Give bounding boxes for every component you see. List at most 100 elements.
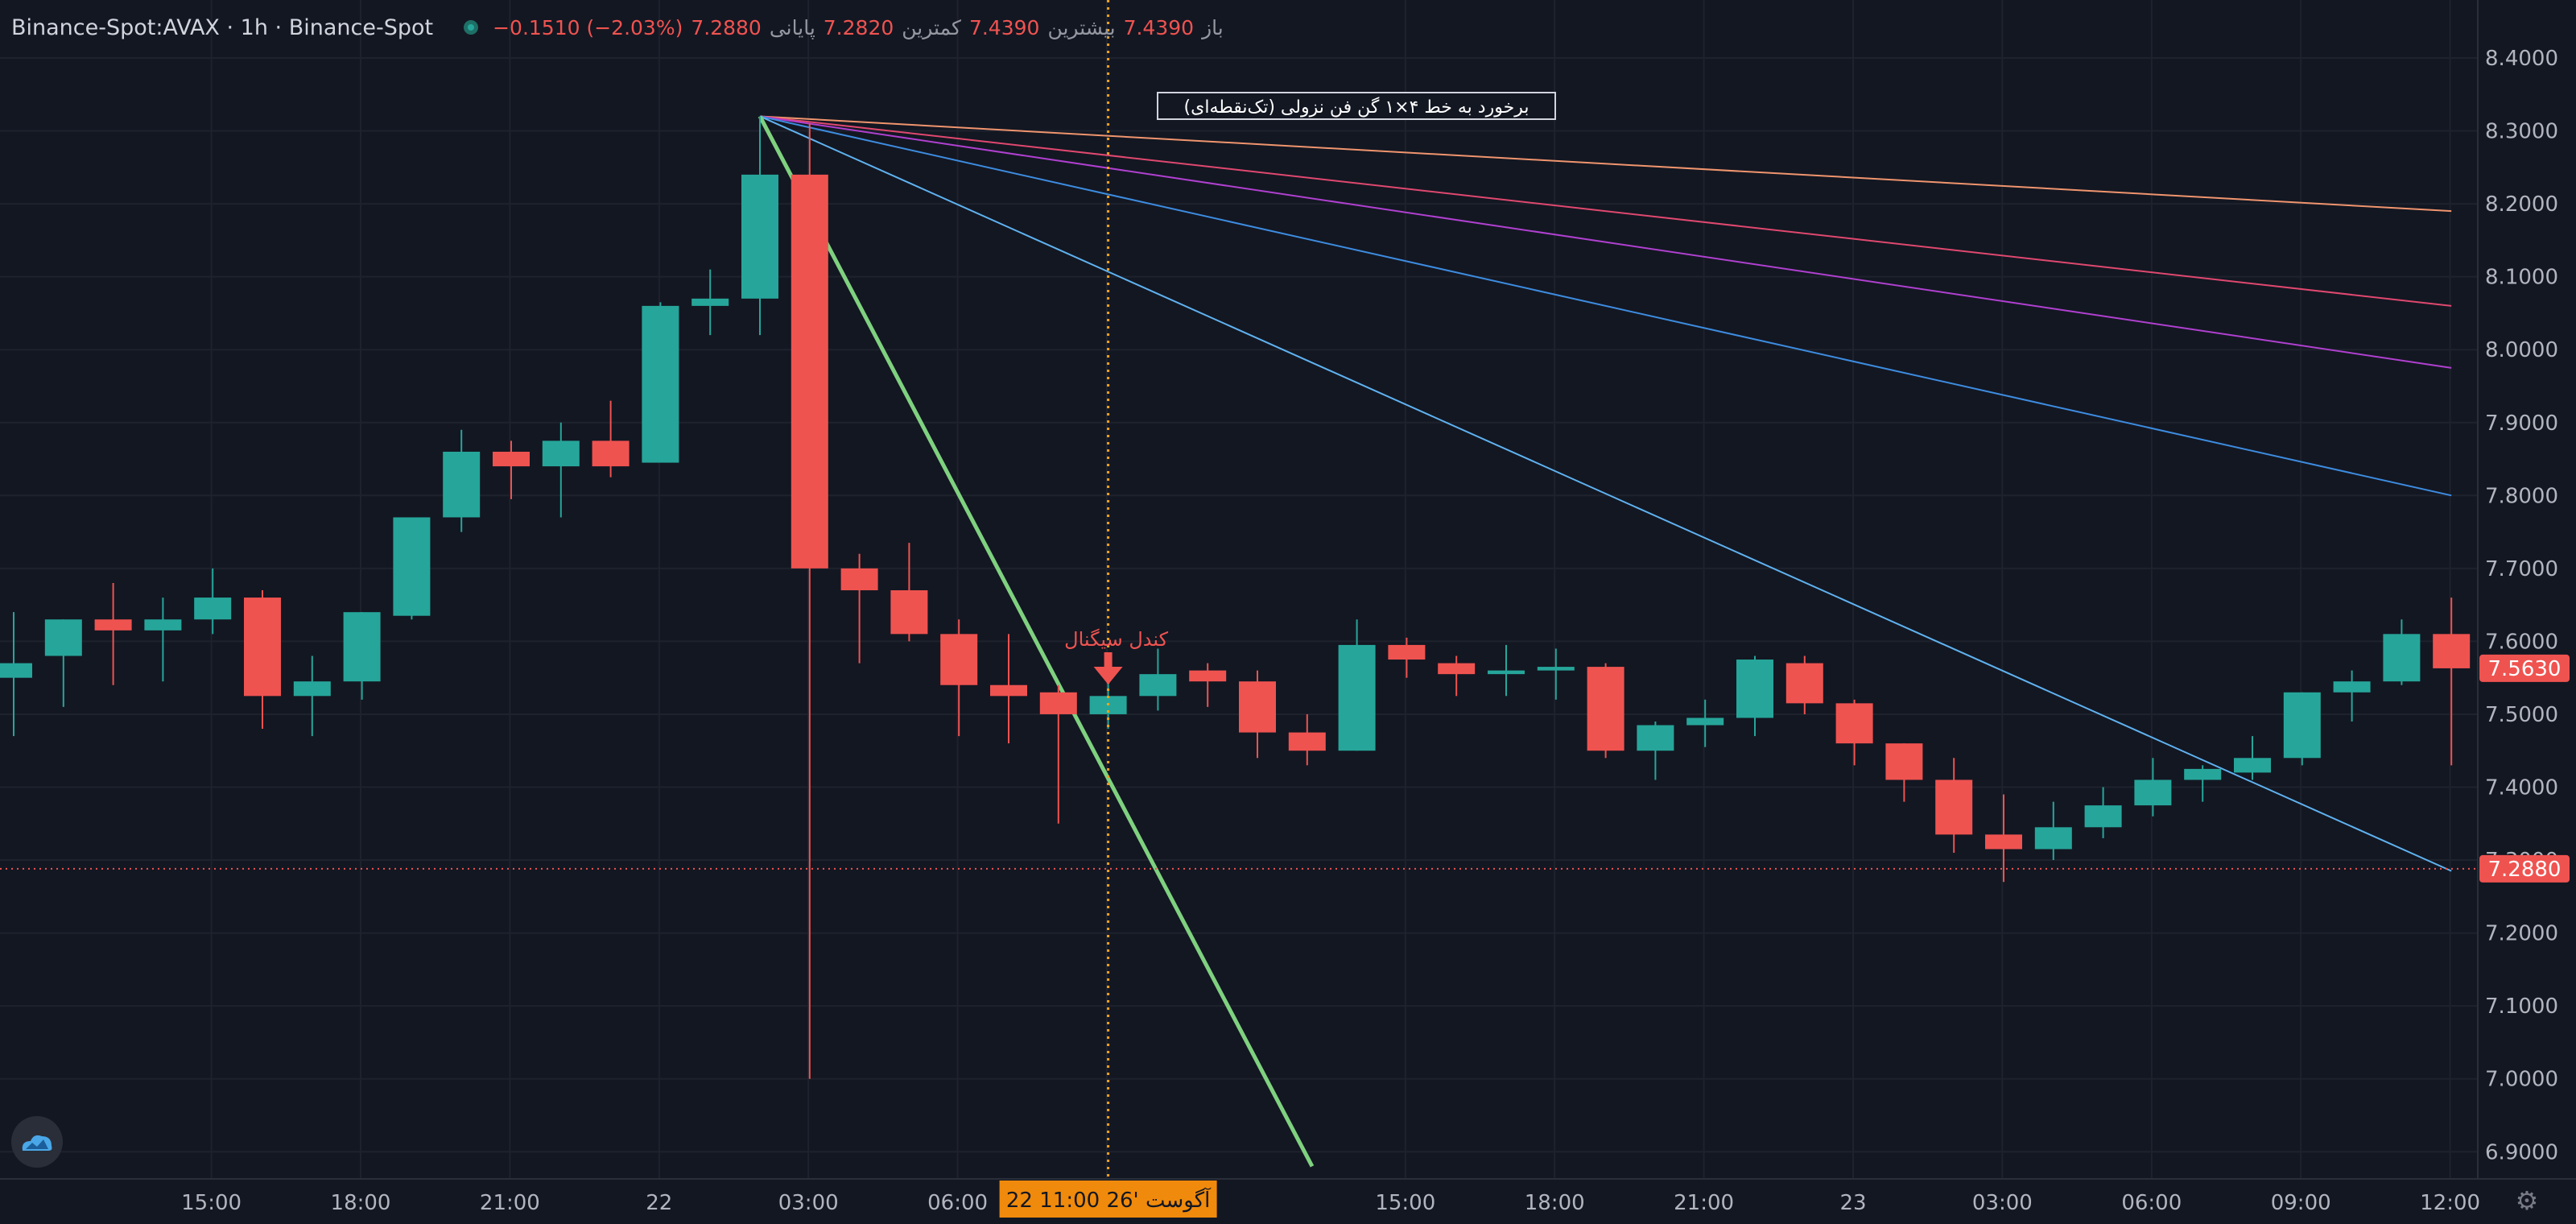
- candles: [0, 116, 2471, 1079]
- market-status-icon: [464, 20, 479, 35]
- crosshair-time-label: 22 آگوست '26 11:00: [1006, 1187, 1212, 1213]
- gann-fan-line: [759, 115, 2452, 497]
- gann-fan: [758, 115, 2452, 1168]
- candle-body: [1239, 681, 1276, 733]
- candle-body: [2283, 692, 2321, 759]
- x-tick-label: 21:00: [1674, 1191, 1734, 1215]
- y-tick-label: 6.9000: [2485, 1140, 2558, 1164]
- x-tick-label: 06:00: [927, 1191, 988, 1215]
- x-tick-label: 18:00: [331, 1191, 391, 1215]
- signal-arrow-stem: [1104, 652, 1113, 668]
- candle-body: [343, 612, 381, 682]
- high-value: 7.4390: [968, 15, 1040, 39]
- y-tick-label: 7.0000: [2485, 1068, 2558, 1092]
- candle-body: [293, 681, 331, 697]
- y-tick-label: 8.1000: [2485, 266, 2558, 290]
- cloud-logo-icon[interactable]: [11, 1116, 63, 1168]
- candle-body: [1736, 660, 1773, 718]
- y-tick-label: 7.4000: [2485, 776, 2558, 800]
- candle-body: [1189, 670, 1227, 682]
- candle-body: [2234, 758, 2271, 773]
- close-price-tag: 7.2880: [2488, 858, 2562, 882]
- fan-label-box: برخورد به خط ۴×۱ گن فن نزولی (تک‌نقطه‌ای…: [1157, 92, 1556, 120]
- candle-body: [741, 174, 778, 299]
- candle-body: [1438, 663, 1476, 675]
- candle-body: [1835, 703, 1873, 744]
- candle-body: [791, 174, 828, 569]
- candle-body: [144, 619, 182, 631]
- high-label: بیشترین: [1047, 15, 1116, 39]
- ohlc-legend: −0.1510 (−2.03%) 7.2880 پایانی 7.2820 کم…: [493, 16, 1224, 39]
- candle-body: [1885, 743, 1923, 780]
- symbol-title[interactable]: Binance-Spot:AVAX · 1h · Binance-Spot: [11, 14, 434, 40]
- candle-body: [890, 590, 928, 635]
- candle-body: [990, 684, 1027, 697]
- close-label: پایانی: [769, 15, 815, 39]
- y-tick-label: 8.4000: [2485, 47, 2558, 71]
- close-price-tag-bg: [2479, 854, 2570, 883]
- candle-body: [0, 663, 32, 678]
- last-price-tag-bg: [2479, 654, 2570, 682]
- candle-body: [1139, 674, 1177, 697]
- gann-fan-line: [759, 115, 2452, 369]
- y-tick-label: 7.9000: [2485, 411, 2558, 436]
- candle-body: [1388, 644, 1426, 660]
- chart-overlay: برخورد به خط ۴×۱ گن فن نزولی (تک‌نقطه‌ای…: [0, 0, 2478, 1179]
- crosshair-time-bg: [999, 1181, 1217, 1218]
- y-tick-label: 8.3000: [2485, 120, 2558, 144]
- x-tick-label: 15:00: [181, 1191, 242, 1215]
- candle-body: [1587, 667, 1624, 751]
- candle-body: [493, 451, 530, 467]
- candle-body: [2184, 768, 2222, 780]
- candle-body: [1935, 779, 1973, 835]
- gear-icon[interactable]: ⚙: [2515, 1185, 2539, 1216]
- y-tick-label: 7.6000: [2485, 630, 2558, 654]
- signal-arrow-icon: [1093, 667, 1123, 684]
- signal-label: کندل سیگنال: [1064, 628, 1169, 651]
- open-value: 7.4390: [1123, 15, 1195, 39]
- x-tick-label: 09:00: [2271, 1191, 2331, 1215]
- candle-body: [443, 451, 481, 518]
- x-tick-label: 23: [1839, 1191, 1866, 1215]
- candle-body: [2034, 827, 2072, 850]
- fan-label-frame: [1157, 92, 1556, 120]
- candle-body: [1039, 692, 1077, 714]
- gann-fan-line: [759, 115, 2452, 213]
- x-tick-label: 18:00: [1525, 1191, 1585, 1215]
- candle-body: [44, 619, 82, 656]
- candle-body: [2084, 805, 2122, 828]
- low-value: 7.2820: [823, 15, 894, 39]
- candle-body: [1288, 732, 1326, 751]
- candle-body: [2433, 634, 2471, 668]
- candle-body: [94, 619, 132, 631]
- gann-fan-line: [759, 115, 2452, 872]
- y-tick-label: 8.0000: [2485, 338, 2558, 362]
- candle-body: [2383, 634, 2421, 682]
- y-tick-label: 8.2000: [2485, 192, 2558, 217]
- candle-body: [691, 298, 729, 306]
- x-tick-label: 15:00: [1375, 1191, 1435, 1215]
- candle-body: [244, 598, 281, 697]
- close-value: 7.2880: [691, 15, 762, 39]
- chart-header: Binance-Spot:AVAX · 1h · Binance-Spot −0…: [11, 11, 1224, 43]
- y-tick-label: 7.1000: [2485, 994, 2558, 1019]
- candle-body: [592, 440, 630, 467]
- x-tick-label: 22: [646, 1191, 672, 1215]
- y-tick-label: 7.2000: [2485, 922, 2558, 946]
- x-tick-label: 21:00: [480, 1191, 540, 1215]
- candle-body: [1338, 644, 1376, 751]
- fan-label-text: برخورد به خط ۴×۱ گن فن نزولی (تک‌نقطه‌ای…: [1184, 97, 1530, 118]
- candle-body: [840, 568, 878, 591]
- candle-body: [1637, 725, 1674, 751]
- candle-body: [642, 305, 679, 463]
- x-tick-label: 03:00: [1972, 1191, 2033, 1215]
- change-value: −0.1510 (−2.03%): [493, 15, 683, 39]
- y-tick-label: 7.5000: [2485, 703, 2558, 727]
- candle-body: [1537, 667, 1575, 671]
- gann-fan-line: [759, 115, 2452, 307]
- candle-body: [1686, 717, 1724, 726]
- gann-fan-line: [758, 115, 1315, 1168]
- x-tick-label: 06:00: [2121, 1191, 2182, 1215]
- chart-grid: [0, 0, 2478, 1179]
